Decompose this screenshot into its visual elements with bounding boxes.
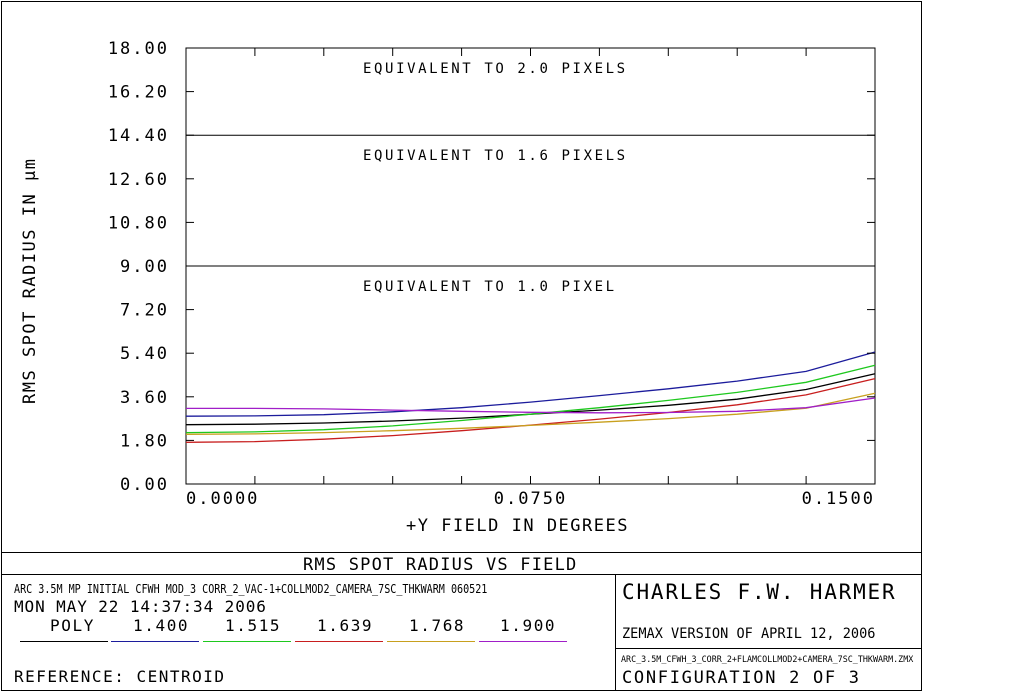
y-tick-label: 14.40 bbox=[108, 126, 169, 146]
series-line-1-515 bbox=[185, 364, 876, 434]
x-tick-label: 0.0000 bbox=[186, 489, 259, 509]
footer-divider-right-1 bbox=[615, 648, 921, 649]
axis-ticks: 0.00 1.80 3.60 5.40 7.20 9.00 10.80 12.60 14.40 1… bbox=[108, 39, 876, 509]
y-tick-label: 7.20 bbox=[120, 301, 169, 321]
legend-label: 1.768 bbox=[409, 616, 466, 635]
date-time: MON MAY 22 14:37:34 2006 bbox=[14, 597, 267, 616]
legend-label: POLY bbox=[50, 616, 95, 635]
legend-label: 1.639 bbox=[317, 616, 374, 635]
y-tick-label: 5.40 bbox=[120, 344, 169, 364]
legend-label: 1.900 bbox=[500, 616, 557, 635]
x-axis-label: +Y FIELD IN DEGREES bbox=[406, 516, 629, 536]
footer-divider-top bbox=[1, 552, 921, 553]
outer-frame bbox=[1, 1, 922, 691]
y-tick-label: 16.20 bbox=[108, 83, 169, 103]
pixel-reference-label: EQUIVALENT TO 1.0 PIXEL bbox=[363, 279, 617, 295]
plot-title: RMS SPOT RADIUS VS FIELD bbox=[303, 555, 578, 575]
zmx-file-name: ARC_3.5M_CFWH_3_CORR_2+FLAMCOLLMOD2+CAME… bbox=[621, 655, 914, 665]
zemax-version: ZEMAX VERSION OF APRIL 12, 2006 bbox=[622, 626, 876, 642]
legend-label: 1.515 bbox=[225, 616, 282, 635]
x-tick-label: 0.0750 bbox=[494, 489, 567, 509]
legend-swatch bbox=[111, 641, 199, 642]
series-line-1-900 bbox=[186, 397, 876, 414]
y-tick-label: 12.60 bbox=[108, 170, 169, 190]
y-axis-label: RMS SPOT RADIUS IN µm bbox=[20, 157, 40, 404]
y-tick-label: 0.00 bbox=[120, 475, 169, 495]
y-tick-label: 18.00 bbox=[108, 39, 169, 59]
pixel-reference-label: EQUIVALENT TO 1.6 PIXELS bbox=[363, 148, 628, 164]
y-tick-label: 1.80 bbox=[120, 431, 169, 451]
x-tick-label: 0.1500 bbox=[802, 489, 875, 509]
pixel-reference-label: EQUIVALENT TO 2.0 PIXELS bbox=[363, 61, 628, 77]
configuration-label: CONFIGURATION 2 OF 3 bbox=[622, 668, 861, 688]
legend-swatch bbox=[203, 641, 291, 642]
author-name: CHARLES F.W. HARMER bbox=[622, 580, 897, 604]
series-line-1-768 bbox=[185, 392, 876, 435]
series-line-1-400 bbox=[185, 351, 876, 417]
legend-swatch bbox=[20, 641, 108, 642]
footer-divider-mid bbox=[1, 574, 921, 575]
legend-swatch bbox=[479, 641, 567, 642]
y-tick-label: 10.80 bbox=[108, 213, 169, 233]
reference-label: REFERENCE: CENTROID bbox=[14, 667, 226, 686]
legend-label: 1.400 bbox=[133, 616, 190, 635]
y-tick-label: 3.60 bbox=[120, 388, 169, 408]
series-lines bbox=[185, 351, 876, 443]
y-tick-label: 9.00 bbox=[120, 257, 169, 277]
legend-swatch bbox=[387, 641, 475, 642]
lens-file-info: ARC 3.5M MP INITIAL CFWH MOD_3 CORR_2_VA… bbox=[14, 582, 488, 596]
reference-lines: EQUIVALENT TO 2.0 PIXELS EQUIVALENT TO 1.… bbox=[186, 47, 875, 295]
footer-divider-vertical bbox=[615, 574, 616, 691]
legend-swatch bbox=[295, 641, 383, 642]
